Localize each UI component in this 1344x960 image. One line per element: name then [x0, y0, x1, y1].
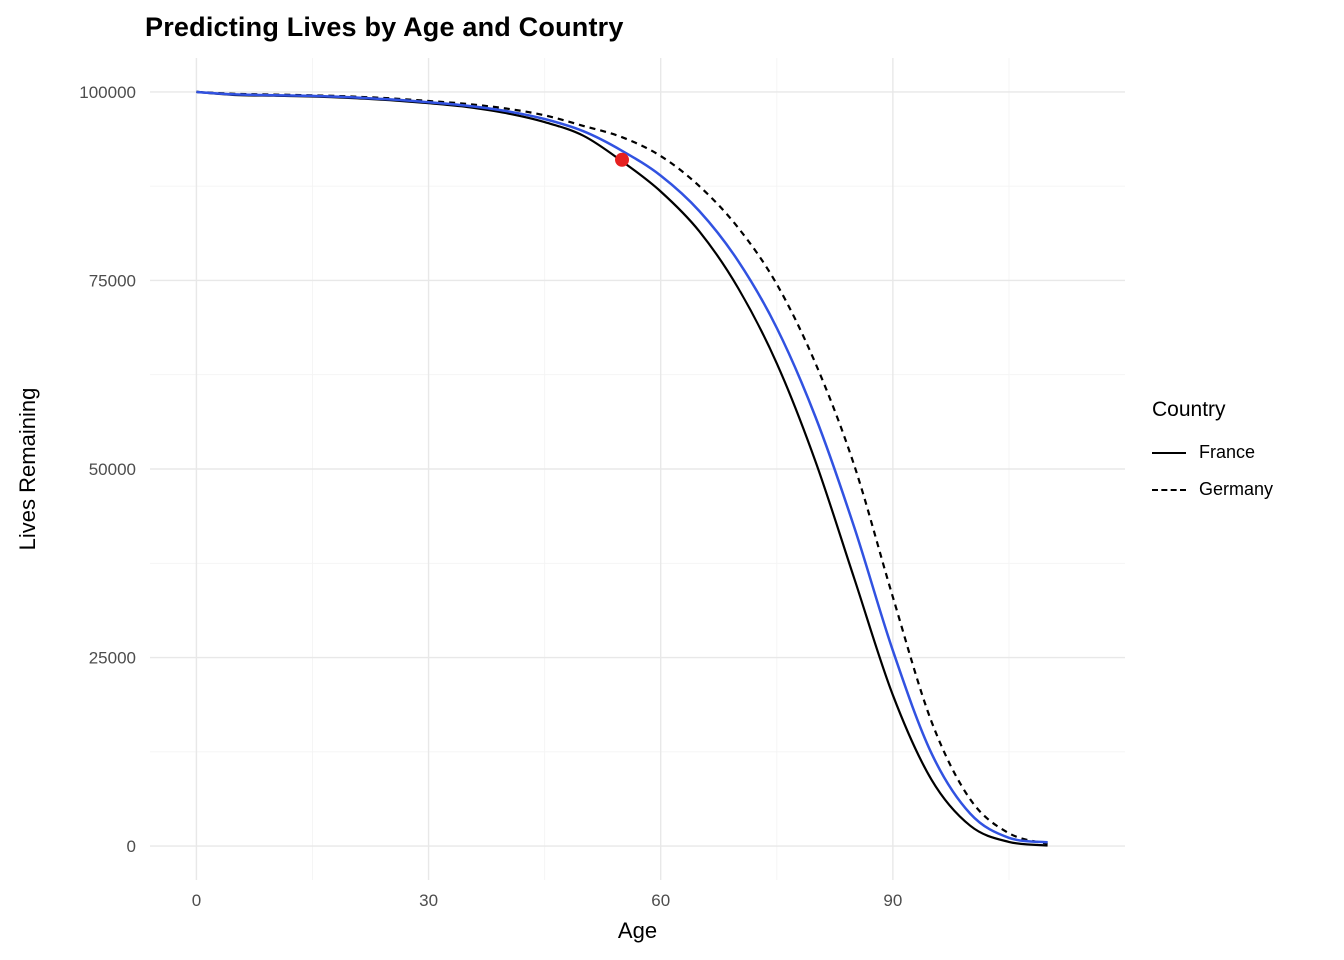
series-line-prediction: [196, 90, 1048, 844]
legend-item-germany: Germany: [1152, 479, 1273, 500]
grid-major-lines: [150, 58, 1125, 880]
solid-line-key-icon: [1152, 451, 1186, 454]
legend-label-france: France: [1199, 442, 1256, 462]
legend-label-germany: Germany: [1199, 479, 1274, 499]
highlight-points: [615, 152, 630, 167]
y-tick-label: 50000: [89, 460, 136, 479]
x-tick-label: 90: [883, 891, 902, 910]
chart-title: Predicting Lives by Age and Country: [145, 12, 624, 42]
dashed-line-key-icon: [1152, 488, 1186, 491]
series-line-germany: [196, 90, 1048, 845]
y-tick-label: 75000: [89, 271, 136, 290]
x-tick-label: 30: [419, 891, 438, 910]
highlight-point: [615, 152, 630, 167]
y-tick-label: 25000: [89, 649, 136, 668]
x-tick-label: 0: [192, 891, 201, 910]
series-lines: [196, 90, 1048, 847]
legend: Country France Germany: [1152, 398, 1273, 500]
x-axis-title: Age: [617, 918, 658, 943]
legend-item-france: France: [1152, 442, 1273, 463]
y-tick-label: 0: [127, 837, 136, 856]
axis-tick-labels: 0 30 60 90 0 25000 50000 75000 100000: [79, 83, 902, 910]
legend-title: Country: [1152, 398, 1226, 421]
x-tick-label: 60: [651, 891, 670, 910]
y-tick-label: 100000: [79, 83, 136, 102]
y-axis-title: Lives Remaining: [15, 387, 40, 551]
